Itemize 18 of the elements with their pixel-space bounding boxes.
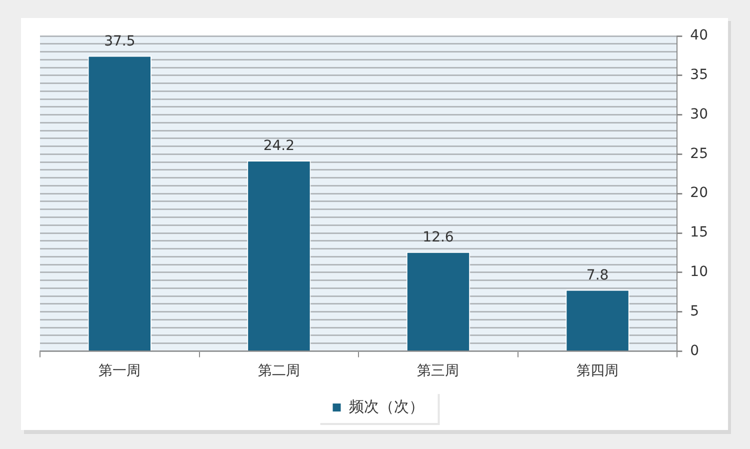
legend-label: 频次（次） bbox=[348, 397, 424, 416]
y-tick-label: 10 bbox=[690, 264, 708, 280]
x-tick-label: 第四周 bbox=[576, 363, 619, 380]
x-tick-label: 第一周 bbox=[98, 363, 141, 380]
y-tick-label: 5 bbox=[690, 303, 700, 320]
y-tick-label: 40 bbox=[690, 28, 708, 44]
y-tick-label: 35 bbox=[690, 67, 708, 84]
data-label: 7.8 bbox=[586, 267, 609, 284]
y-tick-label: 0 bbox=[690, 342, 700, 359]
data-label: 37.5 bbox=[104, 33, 136, 50]
x-tick-label: 第三周 bbox=[417, 363, 460, 380]
data-label: 12.6 bbox=[422, 230, 454, 246]
y-tick-label: 15 bbox=[690, 224, 708, 241]
x-tick-label: 第二周 bbox=[258, 363, 300, 380]
y-tick-label: 30 bbox=[690, 106, 708, 122]
y-tick-label: 20 bbox=[690, 185, 708, 202]
y-tick-label: 25 bbox=[690, 146, 708, 162]
data-label: 24.2 bbox=[263, 138, 295, 154]
